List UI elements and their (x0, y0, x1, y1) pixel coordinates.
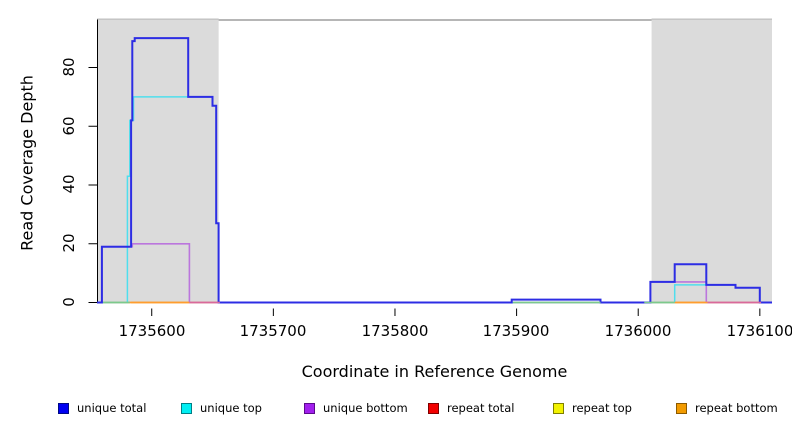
x-tick-label: 1735800 (361, 322, 429, 340)
x-tick-label: 1735600 (118, 322, 186, 340)
legend-label: repeat top (572, 401, 632, 415)
repeat-top-swatch-icon (553, 402, 564, 414)
y-tick-label: 40 (60, 174, 78, 194)
x-tick-label: 1736100 (726, 322, 792, 340)
legend-label: unique top (200, 401, 262, 415)
legend-label: repeat total (447, 401, 515, 415)
unique-total-swatch-icon (58, 402, 69, 414)
legend-item-unique-bottom: unique bottom (304, 401, 408, 415)
unique-bottom-swatch-icon (304, 402, 315, 414)
x-tick-label: 1735700 (239, 322, 307, 340)
legend-item-repeat-top: repeat top (553, 401, 632, 415)
y-tick-label: 80 (60, 57, 78, 77)
shaded-region (651, 18, 772, 302)
x-tick-label: 1735900 (482, 322, 550, 340)
legend-label: unique bottom (323, 401, 408, 415)
legend-item-unique-total: unique total (58, 401, 146, 415)
legend-item-unique-top: unique top (181, 401, 262, 415)
legend-label: unique total (77, 401, 147, 415)
legend-item-repeat-total: repeat total (428, 401, 514, 415)
shaded-region (97, 18, 219, 302)
repeat-bottom-swatch-icon (676, 402, 687, 414)
y-tick-label: 0 (60, 297, 78, 307)
unique-top-swatch-icon (181, 402, 192, 414)
y-axis-label: Read Coverage Depth (17, 75, 37, 251)
y-tick-label: 60 (60, 116, 78, 136)
x-axis-label: Coordinate in Reference Genome (301, 362, 568, 381)
legend-label: repeat bottom (695, 401, 778, 415)
x-tick-label: 1736000 (604, 322, 672, 340)
legend-item-repeat-bottom: repeat bottom (676, 401, 778, 415)
y-tick-label: 20 (60, 233, 78, 253)
legend: unique total unique top unique bottom re… (0, 401, 792, 421)
repeat-total-swatch-icon (428, 402, 439, 414)
series-unique-total (97, 37, 772, 304)
